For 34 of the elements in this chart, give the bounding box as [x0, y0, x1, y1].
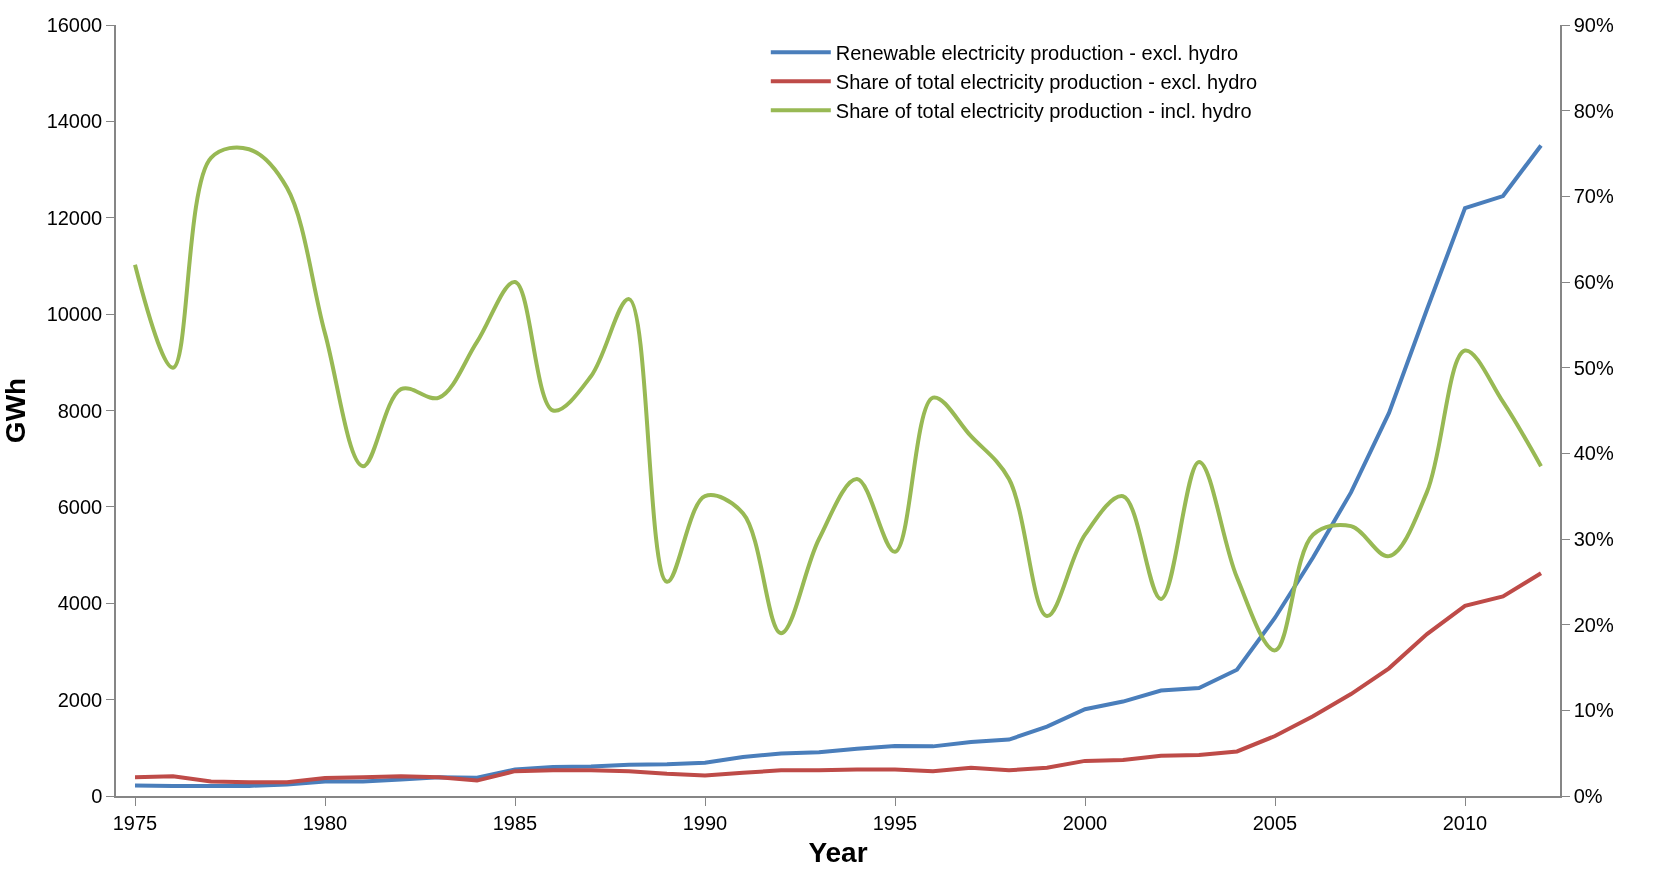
x-tick-label: 1975 — [112, 811, 158, 834]
y2-tick-label: 80% — [1573, 99, 1614, 122]
x-tick-label: 2010 — [1442, 811, 1488, 834]
x-tick-label: 1990 — [682, 811, 728, 834]
y2-tick-label: 10% — [1573, 699, 1614, 722]
legend-label: Renewable electricity production - excl. hydro — [835, 42, 1239, 65]
y-tick-label: 10000 — [46, 303, 103, 326]
y-tick-label: 0 — [91, 785, 103, 807]
x-tick-label: 2005 — [1252, 811, 1298, 834]
y2-tick-label: 60% — [1573, 271, 1614, 293]
line-series — [133, 143, 1543, 788]
y-tick-label: 8000 — [57, 399, 103, 422]
line-series — [133, 571, 1543, 785]
legend-label: Share of total electricity production - incl. hydro — [835, 100, 1252, 123]
x-tick-label: 1985 — [492, 811, 538, 834]
y2-tick-label: 0% — [1573, 785, 1603, 807]
legend-label: Share of total electricity production - excl. hydro — [835, 71, 1258, 94]
x-axis-title: Year — [808, 837, 868, 869]
y2-tick-label: 90% — [1573, 14, 1614, 36]
y-tick-label: 16000 — [46, 14, 103, 36]
y2-tick-label: 20% — [1573, 613, 1614, 636]
x-tick-label: 1980 — [302, 811, 348, 834]
y-tick-label: 2000 — [57, 688, 103, 711]
y2-tick-label: 50% — [1573, 356, 1614, 379]
y2-tick-label: 40% — [1573, 442, 1614, 465]
y-tick-label: 4000 — [57, 592, 103, 615]
y2-tick-label: 70% — [1573, 185, 1614, 208]
y-tick-label: 6000 — [57, 495, 103, 518]
y2-tick-label: 30% — [1573, 528, 1614, 550]
x-tick-label: 2000 — [1062, 811, 1108, 834]
x-tick-label: 1995 — [872, 811, 918, 834]
y-tick-label: 12000 — [46, 206, 103, 229]
y-tick-label: 14000 — [46, 110, 103, 133]
y-axis-title: GWh — [0, 377, 31, 444]
